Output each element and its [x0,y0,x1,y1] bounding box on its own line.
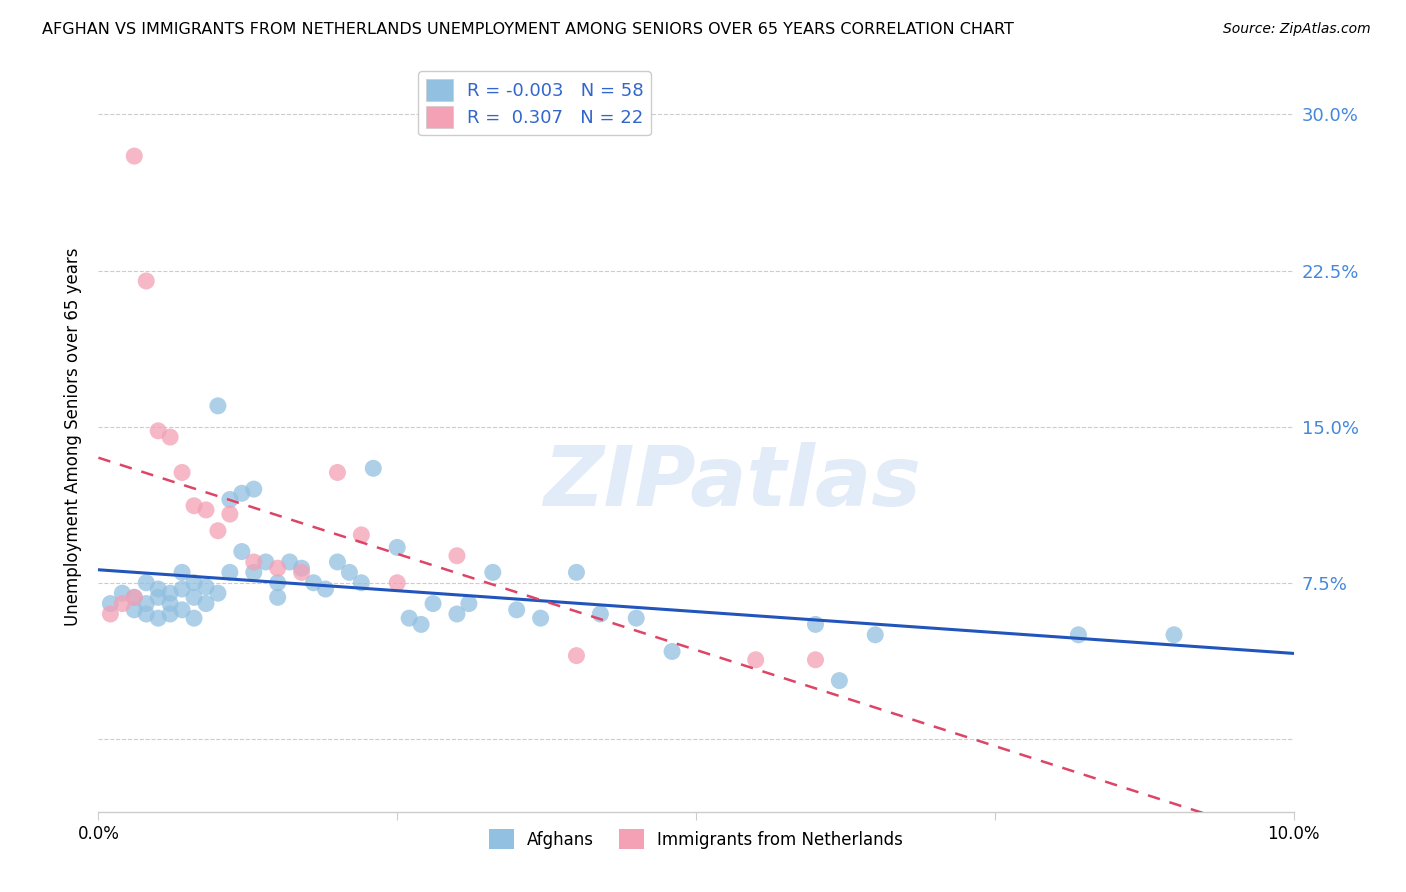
Point [267,575,290,590]
Point [98,607,122,621]
Point [98,597,122,611]
Point [124,149,146,163]
Point [828,673,851,688]
Point [243,566,266,580]
Point [422,597,444,611]
Point [458,597,481,611]
Point [626,611,648,625]
Point [565,648,588,663]
Point [135,575,157,590]
Point [159,597,181,611]
Point [219,507,242,521]
Point [148,582,170,596]
Point [446,549,468,563]
Point [183,611,205,625]
Point [865,628,887,642]
Point [207,524,229,538]
Point [159,430,181,444]
Point [135,274,157,288]
Point [183,591,205,605]
Point [243,482,266,496]
Text: ZIPatlas: ZIPatlas [543,442,921,523]
Point [267,591,290,605]
Point [446,607,468,621]
Point [172,603,194,617]
Point [804,617,827,632]
Point [195,580,218,594]
Point [398,611,420,625]
Point [243,555,266,569]
Point [172,466,194,480]
Legend: Afghans, Immigrants from Netherlands: Afghans, Immigrants from Netherlands [482,822,910,855]
Point [589,607,612,621]
Text: AFGHAN VS IMMIGRANTS FROM NETHERLANDS UNEMPLOYMENT AMONG SENIORS OVER 65 YEARS C: AFGHAN VS IMMIGRANTS FROM NETHERLANDS UN… [42,22,1014,37]
Point [661,644,683,658]
Point [745,653,768,667]
Point [195,597,218,611]
Point [207,586,229,600]
Point [124,591,146,605]
Point [135,607,157,621]
Point [148,591,170,605]
Point [385,541,409,555]
Point [302,575,325,590]
Y-axis label: Unemployment Among Seniors over 65 years: Unemployment Among Seniors over 65 years [65,248,83,626]
Point [530,611,553,625]
Point [1067,628,1090,642]
Point [207,399,229,413]
Point [291,561,314,575]
Point [172,566,194,580]
Point [278,555,301,569]
Point [267,561,290,575]
Point [172,582,194,596]
Point [159,586,181,600]
Point [315,582,337,596]
Point [183,499,205,513]
Point [148,611,170,625]
Point [411,617,433,632]
Point [159,607,181,621]
Point [385,575,409,590]
Point [326,466,349,480]
Point [1163,628,1185,642]
Point [231,486,253,500]
Point [124,603,146,617]
Point [219,492,242,507]
Point [183,575,205,590]
Point [350,575,373,590]
Point [124,591,146,605]
Point [135,597,157,611]
Point [350,528,373,542]
Point [506,603,529,617]
Point [219,566,242,580]
Point [111,586,134,600]
Point [565,566,588,580]
Point [111,597,134,611]
Point [231,544,253,558]
Point [363,461,385,475]
Point [482,566,505,580]
Point [339,566,361,580]
Point [326,555,349,569]
Point [291,566,314,580]
Point [148,424,170,438]
Point [254,555,277,569]
Point [195,503,218,517]
Point [804,653,827,667]
Text: Source: ZipAtlas.com: Source: ZipAtlas.com [1223,22,1371,37]
